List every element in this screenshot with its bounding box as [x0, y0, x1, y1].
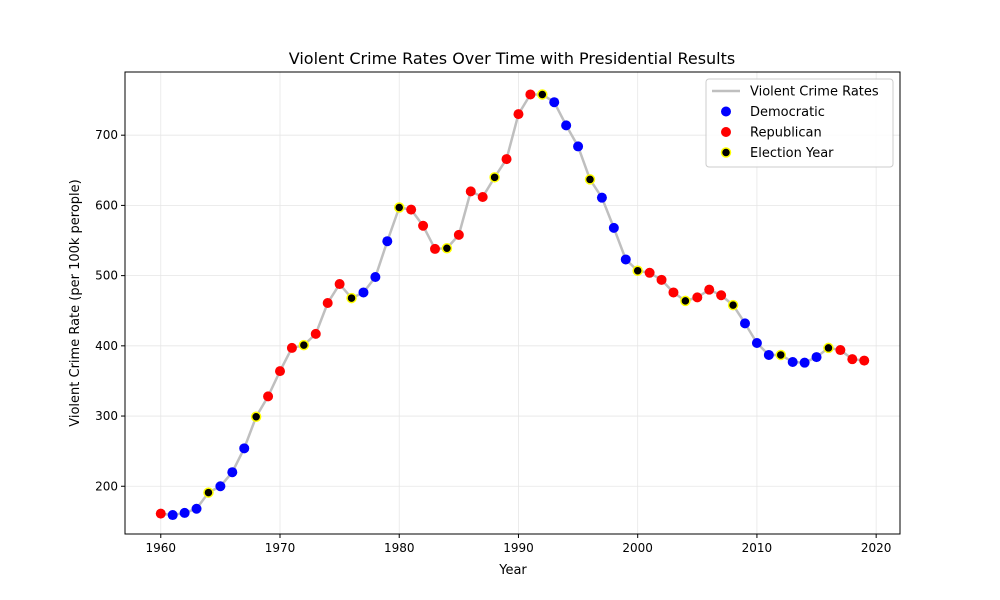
x-tick-label: 2010 [742, 541, 773, 555]
data-point-democratic [167, 510, 178, 521]
data-point-democratic [751, 338, 762, 349]
data-point-democratic [179, 507, 190, 518]
data-point-republican [501, 154, 512, 165]
data-point-republican [656, 274, 667, 285]
data-point-democratic [740, 318, 750, 329]
legend: Violent Crime Rates Democratic Republican E… [705, 78, 894, 168]
data-point-election-year [393, 202, 405, 213]
x-tick-label: 1960 [145, 541, 176, 555]
y-tick-label: 600 [95, 198, 118, 212]
data-point-republican [477, 191, 488, 202]
data-point-democratic [596, 192, 607, 203]
y-tick-label: 400 [95, 339, 118, 353]
data-point-democratic [382, 236, 393, 247]
data-point-republican [704, 284, 715, 295]
data-point-republican [322, 298, 333, 308]
legend-swatch-election-year [720, 147, 732, 158]
data-point-election-year [346, 292, 357, 304]
data-point-election-year [250, 411, 262, 422]
legend-swatch-marker [721, 106, 731, 117]
data-point-democratic [215, 481, 226, 492]
y-axis-label: Violent Crime Rate (per 100k perople) [68, 179, 83, 427]
data-point-republican [263, 391, 274, 402]
data-point-republican [644, 267, 655, 278]
y-tick-label: 500 [95, 269, 118, 283]
data-point-democratic [549, 97, 560, 108]
data-point-republican [859, 355, 870, 366]
data-point-republican [692, 292, 703, 303]
data-point-republican [310, 328, 321, 339]
data-point-republican [453, 229, 464, 240]
y-tick-label: 200 [95, 479, 118, 493]
data-point-democratic [608, 222, 619, 233]
legend-swatch-marker [721, 127, 731, 137]
x-tick-label: 1970 [265, 541, 296, 555]
data-point-election-year [823, 342, 834, 354]
legend-label: Democratic [750, 105, 825, 120]
data-point-republican [835, 345, 846, 356]
data-point-election-year [727, 299, 739, 311]
legend-label: Election Year [750, 146, 834, 161]
data-point-democratic [239, 443, 250, 454]
data-point-democratic [811, 352, 822, 363]
x-tick-label: 1990 [503, 541, 534, 555]
data-point-election-year [203, 487, 214, 498]
data-point-democratic [799, 357, 810, 368]
data-point-democratic [787, 356, 798, 367]
x-tick-label: 1980 [384, 541, 415, 555]
legend-box [705, 78, 894, 168]
data-point-democratic [620, 254, 631, 265]
x-axis-ticks: 1960 1970 1980 1990 2000 2010 2020 [145, 534, 891, 555]
data-points [155, 89, 870, 521]
data-point-democratic [370, 272, 381, 283]
plot-frame [124, 71, 901, 535]
data-point-republican [525, 89, 536, 100]
legend-label: Republican [750, 126, 822, 141]
data-point-republican [465, 186, 476, 197]
chart-title: Violent Crime Rates Over Time with Presi… [289, 49, 735, 68]
x-tick-label: 2000 [622, 541, 653, 555]
data-point-republican [406, 204, 417, 215]
data-point-republican [847, 354, 858, 365]
data-point-republican [286, 342, 297, 353]
data-point-republican [716, 290, 727, 301]
data-point-republican [513, 109, 524, 120]
data-point-republican [155, 508, 166, 519]
data-point-election-year [298, 339, 310, 351]
data-point-election-year [584, 174, 596, 185]
data-point-election-year [632, 265, 643, 276]
data-point-democratic [358, 287, 369, 298]
x-axis-label: Year [498, 563, 527, 578]
data-point-democratic [573, 141, 584, 152]
data-point-election-year [775, 349, 787, 361]
data-point-republican [275, 366, 285, 377]
data-point-election-year [537, 89, 548, 100]
x-tick-label: 2020 [861, 541, 892, 555]
data-point-republican [668, 287, 679, 298]
data-point-election-year [680, 295, 691, 307]
data-point-republican [334, 279, 345, 290]
data-point-republican [430, 243, 440, 254]
legend-label: Violent Crime Rates [750, 85, 879, 100]
y-axis-ticks: 200 300 400 500 600 700 [95, 128, 125, 493]
data-point-election-year [441, 242, 453, 254]
data-point-democratic [763, 349, 774, 360]
data-point-election-year [489, 172, 500, 183]
y-tick-label: 300 [95, 409, 118, 423]
y-tick-label: 700 [95, 128, 118, 142]
data-point-democratic [227, 467, 238, 478]
data-point-democratic [191, 503, 202, 514]
data-point-republican [418, 220, 429, 231]
data-point-democratic [561, 120, 572, 131]
